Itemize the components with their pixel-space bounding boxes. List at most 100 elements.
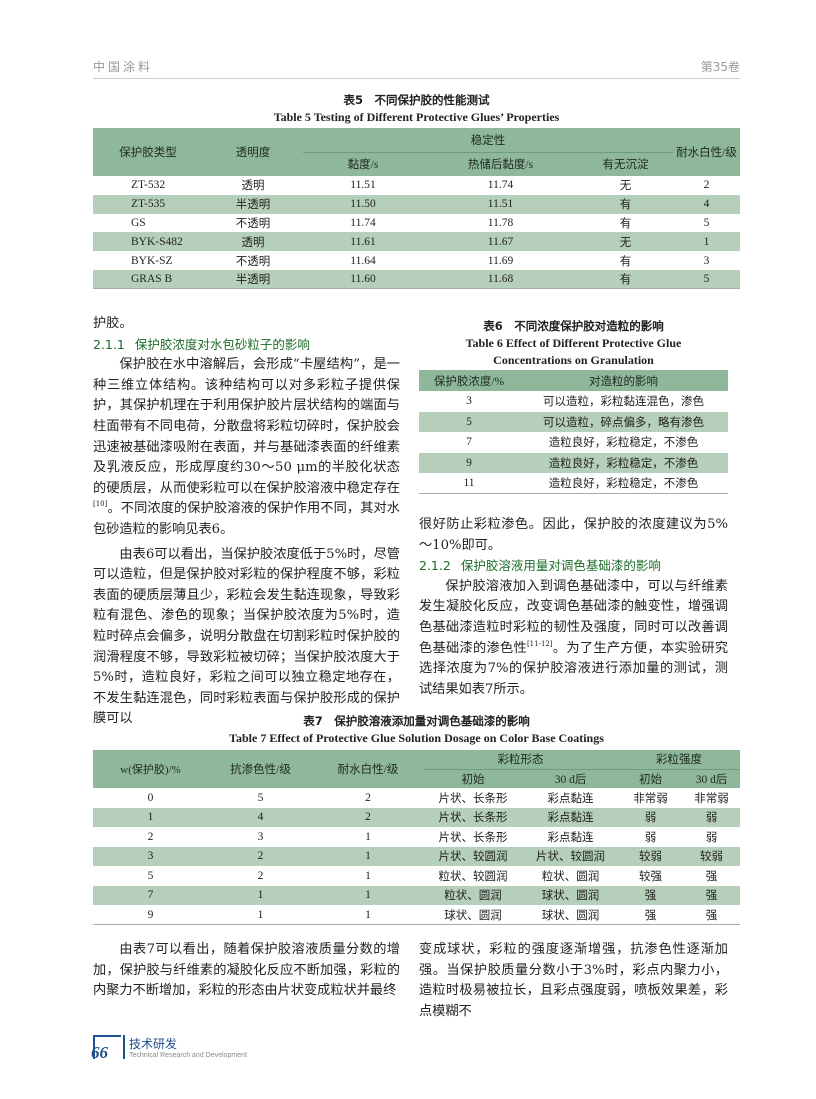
table-cell: 3 [257, 830, 264, 843]
table-cell: 粒状、圆润 [541, 870, 600, 883]
table-cell: 3 [466, 395, 472, 408]
table-cell: 2 [147, 830, 154, 843]
section-heading-2-1-2: 2.1.2 保护胶溶液用量对调色基础漆的影响 [419, 556, 728, 577]
table7-title-cn: 表7 保护胶溶液添加量对调色基础漆的影响 [303, 714, 530, 728]
th-sediment: 有无沉淀 [578, 151, 673, 176]
table-cell: 9 [419, 452, 519, 473]
table5-caption: 表5 不同保护胶的性能测试 Table 5 Testing of Differe… [93, 92, 740, 126]
page-number: 66 [91, 1043, 108, 1062]
table-row: 3 2 1 片状、较圆润 片状、较圆润 较弱 较弱 [93, 846, 740, 866]
table-cell: 3 [93, 846, 208, 866]
table-cell: 1 [365, 830, 371, 843]
table7-title-en: Table 7 Effect of Protective Glue Soluti… [229, 731, 604, 745]
right-column: 很好防止彩粒渗色。因此，保护胶的浓度建议为5%～10%即可。 2.1.2 保护胶溶… [419, 515, 728, 700]
page-number-box: 66 [91, 1035, 121, 1062]
paragraph: 由表7可以看出，随着保护胶溶液质量分数的增加，保护胶与纤维素的凝胶化反应不断加强… [93, 942, 400, 999]
table-cell: 造粒良好，彩粒稳定，不渗色 [548, 478, 699, 490]
th-strength-initial: 初始 [618, 768, 683, 788]
table6-title-en-1: Table 6 Effect of Different Protective G… [465, 336, 682, 350]
table-cell: BYK-SZ [131, 254, 173, 267]
citation[interactable]: [10] [93, 500, 108, 509]
table6-caption: 表6 不同浓度保护胶对造粒的影响 Table 6 Effect of Diffe… [419, 318, 728, 369]
text: 。不同浓度的保护胶溶液的保护作用不同，其对水包砂造粒的影响见表6。 [93, 501, 400, 537]
table-cell: 11.67 [423, 232, 578, 252]
table-cell: 1 [93, 807, 208, 827]
table-cell: 透明 [203, 232, 303, 252]
table-cell: 有 [619, 217, 632, 230]
table-cell: ZT-535 [93, 194, 203, 214]
table-cell: 5 [419, 411, 519, 432]
table-cell: 5 [257, 791, 264, 804]
th-strength-30d: 30 d后 [683, 768, 740, 788]
th-anti-bleed: 抗渗色性/级 [208, 750, 313, 788]
paragraph: 变成球状，彩粒的强度逐渐增强，抗渗色性逐渐加强。当保护胶质量分数小于3%时，彩点… [419, 942, 728, 1019]
table-cell: 有 [578, 269, 673, 289]
table-cell: 11.50 [303, 194, 423, 214]
table-cell: 较弱 [683, 846, 740, 866]
th-concentration: 保护胶浓度/% [419, 370, 519, 391]
table-cell: 11.51 [423, 194, 578, 214]
table-cell: 半透明 [203, 269, 303, 289]
table-row: BYK-S482 透明 11.61 11.67 无 1 [93, 232, 740, 252]
table-cell: 11.78 [487, 216, 514, 229]
table-cell: 强 [683, 885, 740, 905]
th-water-white: 耐水白性/级 [313, 750, 423, 788]
table6-title-en-2: Concentrations on Granulation [493, 353, 654, 367]
table-cell: 5 [703, 216, 710, 229]
table-row: ZT-535 半透明 11.50 11.51 有 4 [93, 194, 740, 214]
table-row: 5 可以造粒，碎点偏多，略有渗色 [419, 411, 728, 432]
table-row: 5 2 1 粒状、较圆润 粒状、圆润 较强 强 [93, 866, 740, 886]
table-cell: 2 [365, 791, 371, 804]
table-cell: 弱 [618, 807, 683, 827]
table-cell: 4 [673, 194, 740, 214]
section-number: 2.1.1 [93, 336, 125, 352]
table-cell: 2 [257, 869, 264, 882]
table-cell: 造粒良好，彩粒稳定，不渗色 [519, 452, 728, 473]
table-cell: 11.64 [350, 254, 376, 267]
table-cell: 2 [703, 179, 710, 192]
table-cell: 球状、圆润 [541, 909, 600, 922]
section-number: 2.1.2 [419, 558, 451, 574]
section-cn: 技术研发 [129, 1037, 178, 1051]
table-cell: 5 [673, 269, 740, 289]
table-cell: 1 [313, 885, 423, 905]
table-row: 11 造粒良好，彩粒稳定，不渗色 [419, 473, 728, 494]
paragraph: 保护胶在水中溶解后，会形成“卡屋结构”，是一种三维立体结构。该种结构可以对多彩粒… [93, 355, 400, 540]
table7: w(保护胶)/% 抗渗色性/级 耐水白性/级 彩粒形态 彩粒强度 初始 30 d… [93, 750, 740, 925]
table-cell: 9 [147, 908, 154, 921]
left-column: 护胶。 2.1.1 保护胶浓度对水包砂粒子的影响 保护胶在水中溶解后，会形成“卡屋… [93, 314, 400, 730]
table-cell: 11 [463, 477, 475, 489]
table-cell: 4 [208, 807, 313, 827]
table-row: 3 可以造粒，彩粒黏连混色，渗色 [419, 391, 728, 412]
table-cell: 不透明 [235, 217, 271, 230]
table-cell: ZT-532 [131, 179, 166, 192]
table-cell: 2 [313, 807, 423, 827]
text: 保护胶在水中溶解后，会形成“卡屋结构”，是一种三维立体结构。该种结构可以对多彩粒… [93, 357, 400, 496]
table-cell: 7 [93, 885, 208, 905]
th-strength: 彩粒强度 [618, 750, 740, 769]
table-cell: GS [131, 216, 146, 229]
table-cell: BYK-S482 [93, 232, 203, 252]
section-en: Technical Research and Development [129, 1052, 247, 1059]
table-cell: 无 [578, 232, 673, 252]
table-row: 0 5 2 片状、长条形 彩点黏连 非常弱 非常弱 [93, 788, 740, 808]
th-water-white: 耐水白性/级 [673, 128, 740, 176]
th-shape: 彩粒形态 [423, 750, 618, 769]
table-cell: 11.74 [487, 179, 514, 192]
th-effect: 对造粒的影响 [519, 370, 728, 391]
table-cell: 7 [466, 436, 472, 449]
table-row: 9 造粒良好，彩粒稳定，不渗色 [419, 452, 728, 473]
paragraph: 护胶。 [93, 316, 133, 331]
table-row: GRAS B 半透明 11.60 11.68 有 5 [93, 269, 740, 289]
table-cell: 弱 [644, 831, 657, 844]
table-row: 1 4 2 片状、长条形 彩点黏连弱弱 [93, 807, 740, 827]
citation[interactable]: [11-12] [526, 639, 553, 648]
text: 。为了生产方便，本实验研究选择浓度为7%的保护胶溶液进行添加量的测试，测试结果如… [419, 640, 729, 697]
table-cell: 11.74 [350, 216, 376, 229]
table-cell: 11.51 [350, 179, 376, 192]
table-cell: 有 [619, 255, 632, 268]
table-cell: 11.69 [487, 254, 514, 267]
th-shape-30d: 30 d后 [523, 768, 618, 788]
table-cell: 片状、长条形 [438, 831, 508, 844]
table-row: 2 3 1 片状、长条形 彩点黏连 弱 弱 [93, 827, 740, 847]
